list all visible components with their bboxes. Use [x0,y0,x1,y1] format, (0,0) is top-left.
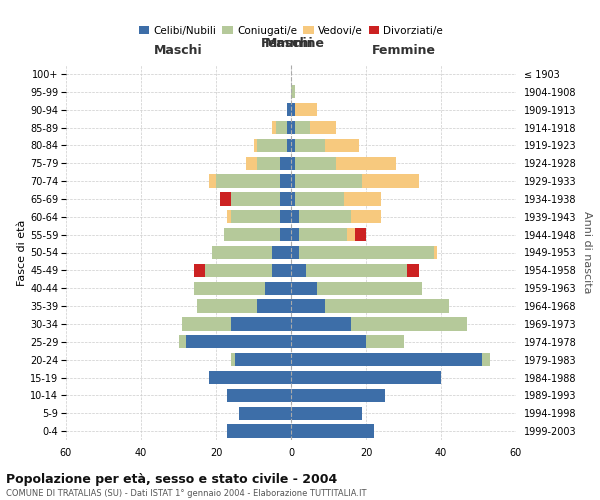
Bar [291,353,482,366]
Bar [287,121,291,134]
Bar [239,406,291,420]
Bar [272,246,291,259]
Bar [291,85,295,98]
Bar [231,353,235,366]
Bar [287,138,291,152]
Bar [291,246,299,259]
Text: Femmine: Femmine [261,37,325,50]
Bar [287,103,291,117]
Bar [272,264,291,277]
Bar [254,138,257,152]
Bar [257,300,291,313]
Bar [325,300,449,313]
Bar [433,246,437,259]
Bar [227,424,291,438]
Legend: Celibi/Nubili, Coniugati/e, Vedovi/e, Divorziati/e: Celibi/Nubili, Coniugati/e, Vedovi/e, Di… [134,22,448,40]
Bar [220,192,231,205]
Bar [280,156,291,170]
Bar [407,264,419,277]
Bar [227,388,291,402]
Bar [280,210,291,224]
Y-axis label: Anni di nascita: Anni di nascita [582,211,592,294]
Bar [291,371,441,384]
Bar [291,103,295,117]
Bar [291,335,366,348]
Bar [291,388,385,402]
Bar [291,406,362,420]
Bar [310,121,336,134]
Bar [306,264,407,277]
Bar [291,317,351,330]
Bar [482,353,490,366]
Text: COMUNE DI TRATALIAS (SU) - Dati ISTAT 1° gennaio 2004 - Elaborazione TUTTITALIA.: COMUNE DI TRATALIAS (SU) - Dati ISTAT 1°… [6,489,367,498]
Bar [186,335,291,348]
Bar [291,282,317,295]
Text: Popolazione per età, sesso e stato civile - 2004: Popolazione per età, sesso e stato civil… [6,472,337,486]
Bar [235,353,291,366]
Bar [295,121,310,134]
Bar [209,174,216,188]
Bar [257,138,287,152]
Bar [216,174,280,188]
Y-axis label: Fasce di età: Fasce di età [17,220,27,286]
Bar [291,264,306,277]
Bar [227,210,231,224]
Bar [336,156,396,170]
Bar [197,300,257,313]
Text: Maschi: Maschi [154,44,203,58]
Text: Femmine: Femmine [371,44,436,58]
Bar [291,192,295,205]
Bar [280,228,291,241]
Bar [295,103,317,117]
Bar [209,371,291,384]
Bar [280,174,291,188]
Bar [231,210,280,224]
Bar [362,174,419,188]
Bar [280,192,291,205]
Bar [231,317,291,330]
Text: Maschi: Maschi [265,37,313,50]
Bar [366,335,404,348]
Bar [299,210,351,224]
Bar [246,156,257,170]
Bar [212,246,272,259]
Bar [355,228,366,241]
Bar [347,228,355,241]
Bar [351,317,467,330]
Bar [272,121,276,134]
Bar [231,192,280,205]
Bar [193,264,205,277]
Bar [299,246,433,259]
Bar [291,228,299,241]
Bar [295,138,325,152]
Bar [223,228,280,241]
Bar [291,156,295,170]
Bar [325,138,359,152]
Bar [291,300,325,313]
Bar [205,264,272,277]
Bar [291,174,295,188]
Bar [351,210,381,224]
Bar [343,192,381,205]
Bar [299,228,347,241]
Bar [291,138,295,152]
Bar [291,210,299,224]
Bar [317,282,422,295]
Bar [295,192,343,205]
Bar [295,174,362,188]
Bar [295,156,336,170]
Bar [265,282,291,295]
Bar [276,121,287,134]
Bar [257,156,280,170]
Bar [179,335,186,348]
Bar [291,121,295,134]
Bar [193,282,265,295]
Bar [291,424,373,438]
Bar [182,317,231,330]
